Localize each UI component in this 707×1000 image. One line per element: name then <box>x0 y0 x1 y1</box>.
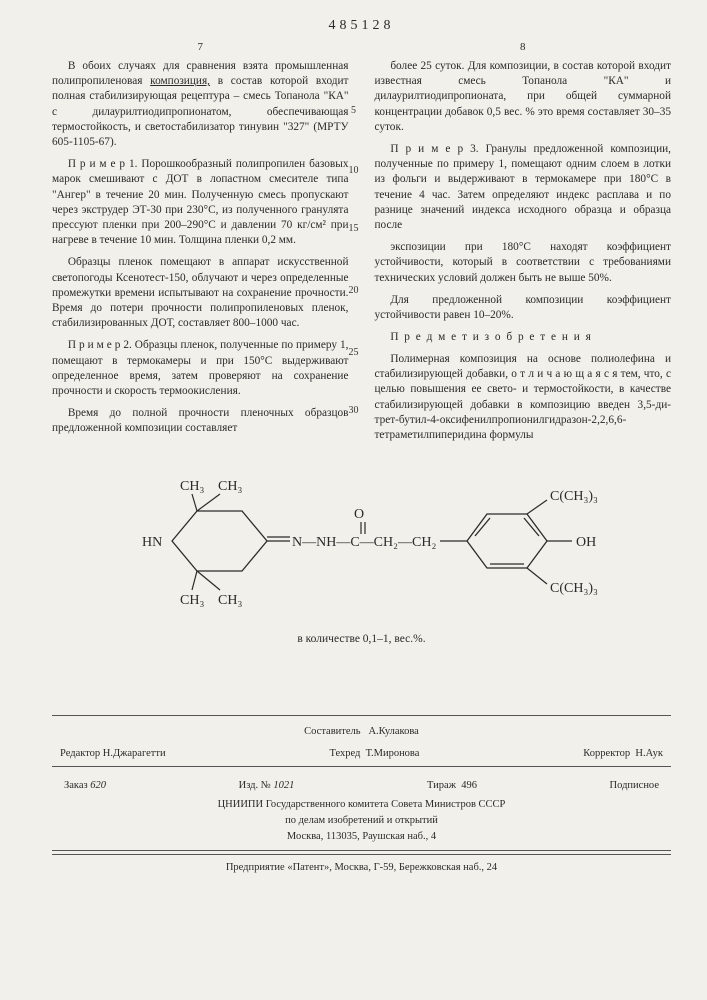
right-column: 8 более 25 суток. Для композиции, в сост… <box>375 40 672 450</box>
text-columns: 5 10 15 20 25 30 7 В обоих случаях для с… <box>52 40 671 450</box>
chemical-structure: CH₃ CH₃ CH₃ CH₃ HN N—NH—C—CH₂—CH₂ O <box>52 456 671 631</box>
editors-row: Редактор Н.Джарагетти Техред Т.Миронова … <box>52 746 671 762</box>
imprint-footer: Составитель А.Кулакова Редактор Н.Джараг… <box>52 715 671 875</box>
para: Для предложенной композиции коэффициент … <box>375 293 672 324</box>
para: П р и м е р 2. Образцы пленок, полученны… <box>52 338 349 399</box>
line-num: 15 <box>345 222 363 236</box>
para: экспозиции при 180°С находят коэффициент… <box>375 240 672 286</box>
document-number: 485128 <box>52 18 671 34</box>
svg-text:N—NH—C—CH₂—CH₂: N—NH—C—CH₂—CH₂ <box>292 535 436 550</box>
left-column: 7 В обоих случаях для сравнения взята пр… <box>52 40 349 450</box>
printer-line: Предприятие «Патент», Москва, Г-59, Бере… <box>52 854 671 876</box>
svg-text:CH₃: CH₃ <box>218 479 242 494</box>
para: Время до полной прочности пленочных обра… <box>52 406 349 437</box>
svg-text:CH₃: CH₃ <box>218 593 242 608</box>
para: В обоих случаях для сравнения взята пром… <box>52 59 349 151</box>
para: более 25 суток. Для композиции, в состав… <box>375 59 672 135</box>
claims-heading: П р е д м е т и з о б р е т е н и я <box>375 330 672 345</box>
org-line: по делам изобретений и открытий <box>56 813 667 829</box>
line-num: 5 <box>345 104 363 118</box>
svg-text:CH₃: CH₃ <box>180 593 204 608</box>
line-num: 10 <box>345 164 363 178</box>
para: П р и м е р 1. Порошкообразный полипропи… <box>52 157 349 249</box>
para: П р и м е р 3. Гранулы предложенной комп… <box>375 142 672 234</box>
svg-text:C(CH₃)₃: C(CH₃)₃ <box>550 581 598 596</box>
page-num-right: 8 <box>375 40 672 55</box>
svg-text:O: O <box>354 507 364 522</box>
structure-svg: CH₃ CH₃ CH₃ CH₃ HN N—NH—C—CH₂—CH₂ O <box>102 456 622 626</box>
svg-text:HN: HN <box>142 535 162 550</box>
line-num: 30 <box>345 404 363 418</box>
compiler-line: Составитель А.Кулакова <box>52 724 671 740</box>
org-line: ЦНИИПИ Государственного комитета Совета … <box>56 797 667 813</box>
para: Полимерная композиция на основе полиолеф… <box>375 352 672 444</box>
order-block: Заказ 620 Изд. № 1021 Тираж 496 Подписно… <box>52 766 671 851</box>
org-line: Москва, 113035, Раушская наб., 4 <box>56 829 667 845</box>
para: Образцы пленок помещают в аппарат искусс… <box>52 255 349 331</box>
page-num-left: 7 <box>52 40 349 55</box>
svg-text:CH₃: CH₃ <box>180 479 204 494</box>
svg-text:OH: OH <box>576 535 596 550</box>
line-num: 25 <box>345 346 363 360</box>
line-num: 20 <box>345 284 363 298</box>
quantity-line: в количестве 0,1–1, вес.%. <box>52 633 671 645</box>
svg-text:C(CH₃)₃: C(CH₃)₃ <box>550 489 598 504</box>
